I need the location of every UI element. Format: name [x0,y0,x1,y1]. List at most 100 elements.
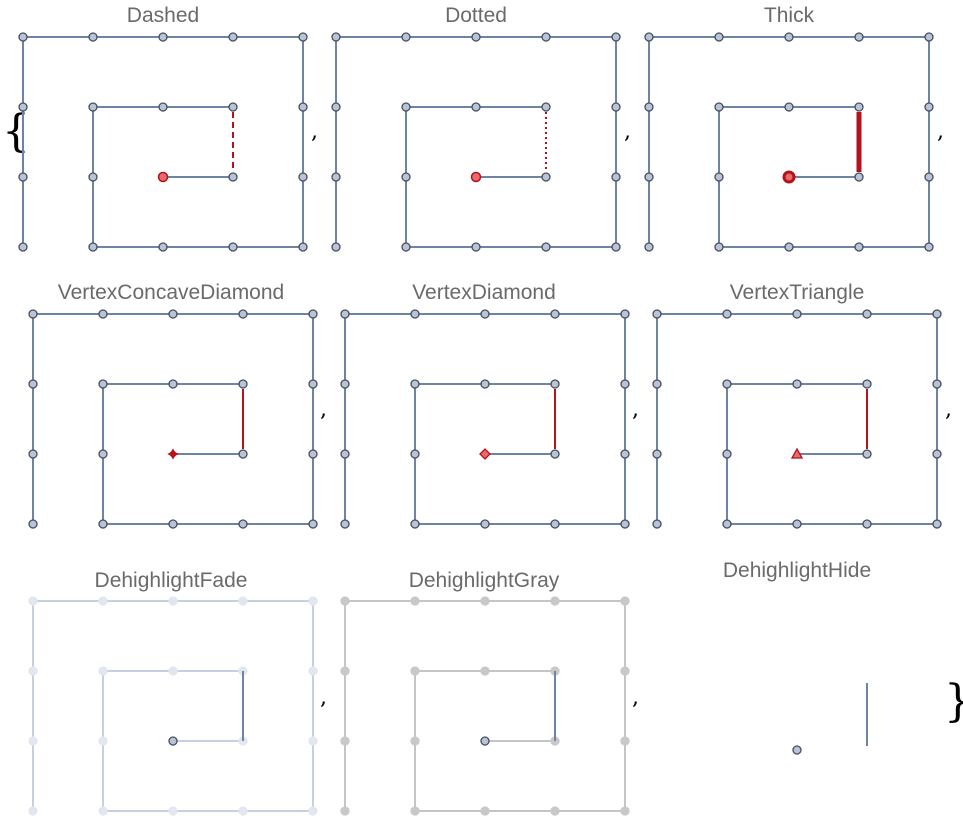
graph-vertex [932,519,942,529]
graph-vertex [410,309,420,319]
graph-vertex [550,806,560,816]
highlighted-vertex [790,447,804,459]
graph-vertex [471,102,481,112]
graph-vertex [722,309,732,319]
graph-vertex [228,172,238,182]
graph-vertex [620,519,630,529]
graph-vertex [792,379,802,389]
panel-title: DehighlightHide [723,559,871,582]
graph-vertex [644,172,654,182]
graph-vertex [652,519,662,529]
graph-vertex [932,379,942,389]
highlighted-vertex [480,736,490,746]
graph-vertex [410,736,420,746]
graph-vertex [620,806,630,816]
graph-vertex [541,102,551,112]
graph-vertex [401,32,411,42]
graph-vertex [611,32,621,42]
graph-vertex [340,379,350,389]
graph-vertex [620,666,630,676]
graph-vertex [652,449,662,459]
graph-vertex [88,242,98,252]
graph-vertex [18,242,28,252]
separator-1: , [311,119,318,144]
graph-vertex [722,449,732,459]
graph-vertex [550,379,560,389]
graph-vertex [784,102,794,112]
graph-vertex [784,242,794,252]
graph-vertex [620,736,630,746]
graph-vertex [862,519,872,529]
panel-title: DehighlightGray [409,569,560,592]
graph-vertex [340,309,350,319]
graph-vertex [168,519,178,529]
separator-4: , [320,397,327,422]
graph-vertex [644,242,654,252]
graph-vertex [620,596,630,606]
graph-vertex [331,32,341,42]
graph-vertex [158,102,168,112]
graph-vertex [714,172,724,182]
separator-7: , [320,685,327,710]
graph-vertex [228,32,238,42]
graph-vertex [550,449,560,459]
graph-vertex [722,519,732,529]
graph-vertex [98,736,108,746]
graph-vertex [854,242,864,252]
separator-5: , [632,397,639,422]
graph-vertex [722,379,732,389]
graph-vertex [620,379,630,389]
graph-vertex [168,379,178,389]
graph-vertex [28,736,38,746]
graph-vertex [28,806,38,816]
panel-dashed: Dashed [18,4,308,252]
graph-vertex [308,596,318,606]
graph-vertex [410,379,420,389]
graph-vertex [88,32,98,42]
graph-vertex [620,309,630,319]
graph-vertex [331,242,341,252]
graph-vertex [480,519,490,529]
graph-vertex [480,379,490,389]
graph-vertex [168,309,178,319]
graph-vertex [541,242,551,252]
panel-title: VertexConcaveDiamond [58,281,284,304]
graph-vertex [714,242,724,252]
graph-vertex [98,666,108,676]
graph-vertex [168,596,178,606]
graph-vertex [480,666,490,676]
panel-title: Dashed [127,4,199,27]
panel-fade: DehighlightFade [28,569,318,816]
graph-vertex [308,449,318,459]
graph-vertex [331,172,341,182]
graph-vertex [98,519,108,529]
graph-vertex [28,449,38,459]
graph-vertex [471,32,481,42]
graph-vertex [340,449,350,459]
graph-vertex [620,449,630,459]
graph-vertex [480,309,490,319]
graph-vertex [168,666,178,676]
separator-8: , [632,685,639,710]
graph-vertex [854,172,864,182]
graph-vertex [410,519,420,529]
graph-vertex [410,806,420,816]
graph-vertex [98,806,108,816]
graph-vertex [792,309,802,319]
highlighted-vertex [470,171,482,183]
graph-vertex [228,102,238,112]
graph-vertex [238,806,248,816]
graph-vertex [340,596,350,606]
graph-vertex [550,596,560,606]
graph-vertex [652,379,662,389]
graph-vertex [28,519,38,529]
highlighted-vertex [782,170,796,184]
graph-vertex [541,172,551,182]
graph-vertex [238,309,248,319]
graph-vertex [784,32,794,42]
highlighted-vertex [479,448,491,460]
graph-vertex [854,102,864,112]
graph-vertex [298,172,308,182]
graph-vertex [340,519,350,529]
